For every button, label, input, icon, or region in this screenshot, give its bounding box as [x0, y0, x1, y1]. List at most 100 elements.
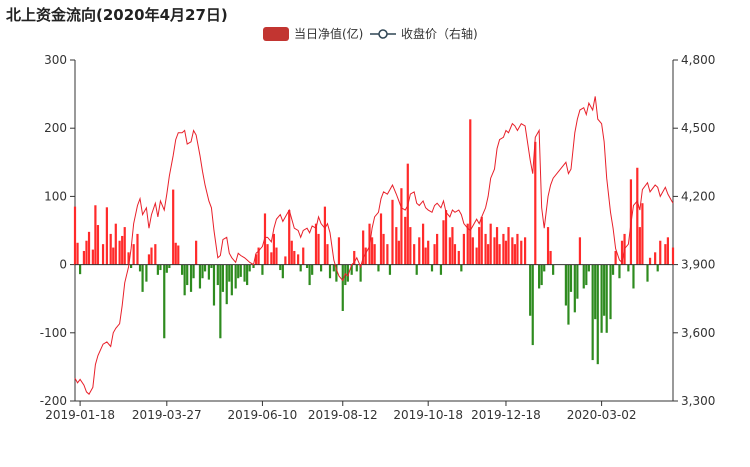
- y-left-tick-label: 0: [59, 258, 67, 272]
- bar: [85, 240, 88, 265]
- bar: [239, 264, 242, 277]
- bar: [101, 244, 105, 265]
- bar: [362, 230, 365, 265]
- bar: [308, 264, 311, 286]
- bar: [611, 264, 615, 275]
- bar: [388, 264, 392, 275]
- bar: [487, 244, 490, 265]
- bar: [319, 264, 323, 272]
- bar: [230, 264, 233, 296]
- bar: [293, 250, 296, 265]
- bar: [290, 240, 293, 265]
- bar: [397, 240, 400, 265]
- bar: [587, 264, 590, 272]
- bar: [636, 167, 639, 265]
- bar: [379, 213, 383, 265]
- y-left-tick-label: -100: [40, 326, 67, 340]
- bar: [415, 264, 418, 275]
- bar: [386, 244, 389, 265]
- chart-title: 北上资金流向(2020年4月27日): [6, 6, 228, 24]
- bar: [297, 254, 300, 265]
- bar: [221, 264, 225, 292]
- legend-item-bars[interactable]: 当日净值(亿): [263, 26, 363, 41]
- bar: [564, 264, 567, 306]
- bar: [130, 264, 133, 269]
- bar: [168, 264, 171, 269]
- bar: [377, 264, 380, 272]
- y-left-tick-label: 300: [44, 53, 67, 67]
- bar: [311, 264, 314, 275]
- bar: [121, 235, 124, 265]
- bar: [442, 220, 445, 265]
- bar: [138, 264, 142, 272]
- bar: [671, 247, 675, 265]
- bar: [578, 237, 582, 265]
- bar: [177, 245, 180, 265]
- bar: [323, 206, 327, 265]
- bar: [105, 207, 108, 265]
- plot-area: 300 200 100 0 -100 -200 4,800 4,500 4,200 3,900 3,…: [40, 53, 716, 422]
- bar: [154, 244, 157, 265]
- bar: [159, 264, 162, 271]
- bar: [94, 205, 97, 265]
- bar: [395, 227, 398, 265]
- bar: [132, 244, 135, 265]
- legend-item-line[interactable]: 收盘价（右轴): [370, 26, 478, 41]
- y-left-tick-label: -200: [40, 394, 67, 408]
- bar: [257, 247, 260, 265]
- bar: [150, 247, 153, 265]
- bar: [189, 264, 193, 292]
- bar: [632, 264, 635, 289]
- bar: [261, 264, 264, 275]
- bar: [654, 252, 657, 265]
- bar: [302, 247, 305, 265]
- bar: [299, 264, 302, 272]
- legend[interactable]: 当日净值(亿) 收盘价（右轴): [263, 26, 478, 41]
- bar: [620, 240, 624, 265]
- bar: [646, 264, 649, 282]
- bar: [228, 264, 231, 282]
- bar: [585, 264, 588, 286]
- bar: [353, 250, 356, 265]
- legend-label-bars: 当日净值(亿): [294, 26, 363, 41]
- bar: [219, 264, 222, 339]
- bar: [314, 223, 318, 265]
- bar: [478, 227, 481, 265]
- y-left-tick-label: 200: [44, 121, 67, 135]
- bar: [659, 240, 662, 265]
- bar: [594, 264, 597, 320]
- bar: [618, 264, 621, 279]
- bar: [203, 264, 207, 272]
- y-right-tick-label: 4,500: [681, 121, 715, 135]
- bar: [118, 240, 121, 265]
- bar: [430, 264, 434, 272]
- bar: [475, 247, 478, 265]
- x-tick-label: 2020-03-02: [567, 408, 637, 422]
- bar: [591, 264, 594, 361]
- x-tick-label: 2019-12-18: [471, 408, 541, 422]
- bar: [288, 210, 291, 265]
- bar: [186, 264, 189, 286]
- bar: [147, 254, 151, 265]
- bar: [335, 264, 338, 282]
- bar: [627, 264, 630, 272]
- close-price-line: [74, 96, 674, 395]
- bar: [516, 233, 519, 265]
- bar: [172, 189, 175, 265]
- bar: [404, 216, 407, 265]
- bar: [489, 223, 492, 265]
- bar: [391, 199, 394, 265]
- bar: [127, 252, 130, 265]
- bar: [453, 244, 457, 265]
- bar: [198, 264, 202, 289]
- bar: [332, 264, 335, 272]
- bar: [495, 227, 499, 265]
- bar: [317, 233, 320, 265]
- bar: [96, 225, 100, 265]
- bar: [112, 247, 115, 265]
- bar: [614, 250, 617, 265]
- bar: [192, 264, 195, 279]
- bar: [529, 264, 532, 316]
- bar: [225, 264, 228, 305]
